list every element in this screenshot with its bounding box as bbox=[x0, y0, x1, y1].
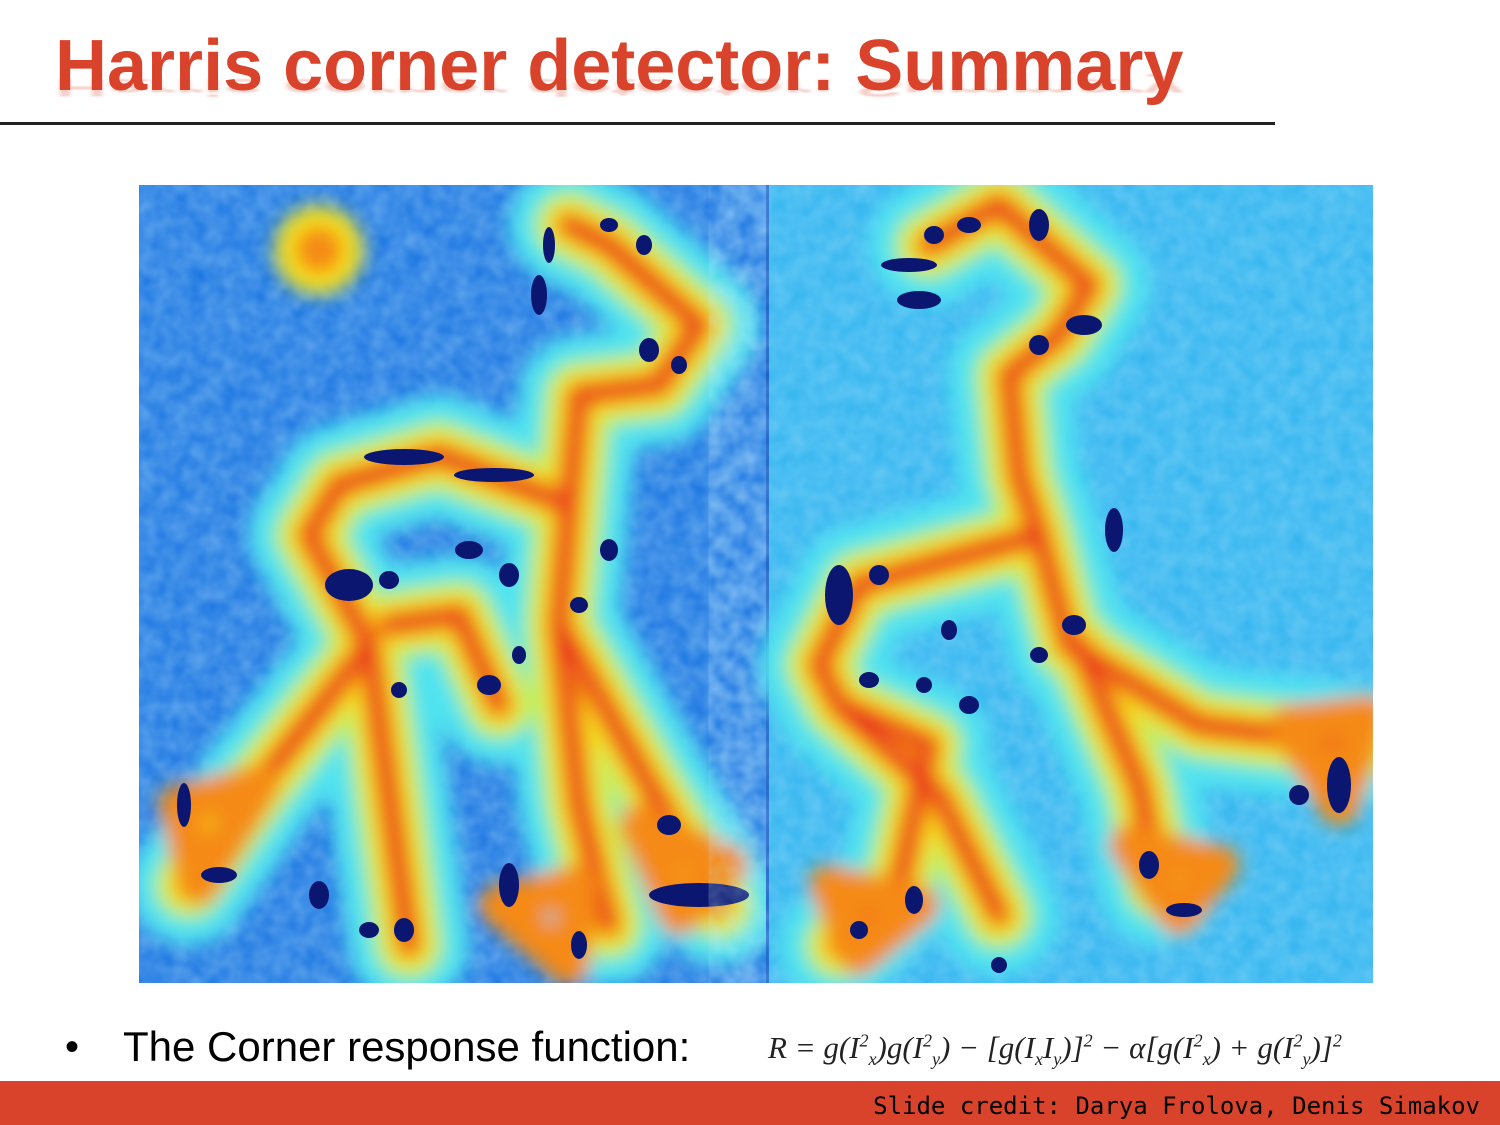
footer-bar bbox=[0, 1081, 1500, 1125]
bullet-marker: • bbox=[65, 1024, 80, 1069]
title-underline bbox=[0, 122, 1275, 125]
left-response-panel bbox=[139, 185, 779, 983]
slide-title: Harris corner detector: Summary bbox=[55, 26, 1184, 106]
corner-response-formula: R = g(I2x)g(I2y) − [g(IxIy)]2 − α[g(I2x)… bbox=[768, 1030, 1342, 1070]
panel-divider bbox=[766, 185, 769, 983]
left-minima-marks bbox=[177, 218, 749, 959]
corner-response-figure bbox=[139, 185, 1373, 983]
bullet-text: The Corner response function: bbox=[123, 1023, 691, 1070]
bullet-item: • The Corner response function: bbox=[65, 1020, 690, 1074]
slide-credit: Slide credit: Darya Frolova, Denis Simak… bbox=[873, 1092, 1480, 1120]
right-minima-marks bbox=[825, 209, 1351, 973]
right-response-panel bbox=[759, 185, 1373, 983]
